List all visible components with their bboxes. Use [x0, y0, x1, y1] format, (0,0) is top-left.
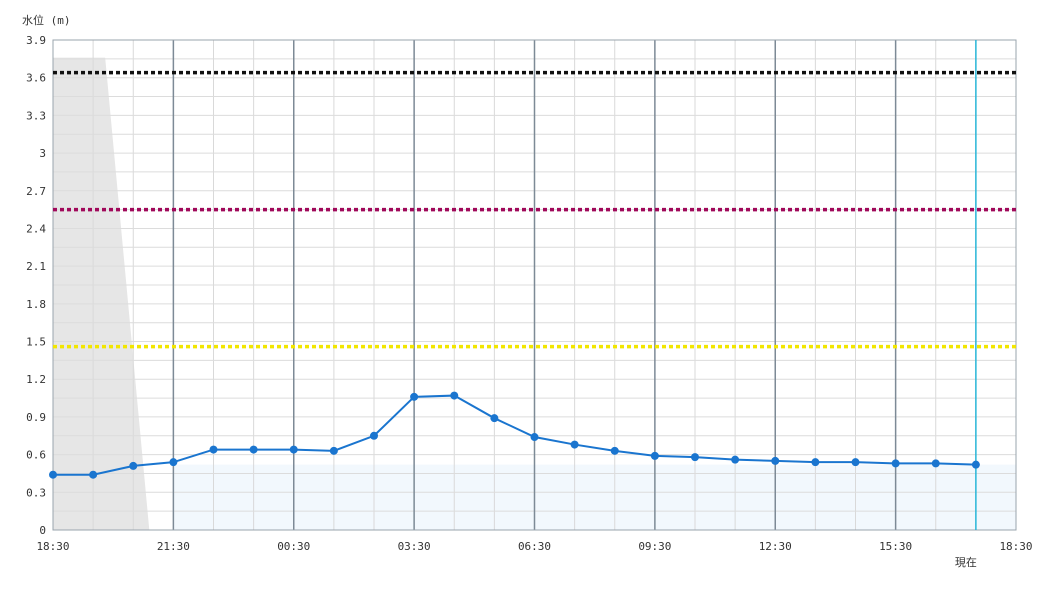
gray-band — [53, 57, 150, 530]
y-tick-label: 2.4 — [26, 222, 46, 235]
data-point — [289, 445, 298, 454]
x-tick-label: 06:30 — [518, 540, 551, 553]
y-tick-label: 2.7 — [26, 185, 46, 198]
data-point — [490, 414, 499, 423]
y-tick-label: 1.2 — [26, 373, 46, 386]
y-tick-label: 2.1 — [26, 260, 46, 273]
data-point — [169, 458, 178, 467]
data-point — [731, 455, 740, 464]
now-label: 現在 — [955, 556, 977, 569]
y-axis-label: 水位 (m) — [22, 13, 71, 27]
data-point — [249, 445, 258, 454]
y-tick-label: 0.6 — [26, 449, 46, 462]
data-point — [851, 458, 860, 467]
data-point — [891, 459, 900, 468]
normal-level-band — [173, 464, 1016, 530]
y-tick-label: 3.3 — [26, 109, 46, 122]
data-point — [811, 458, 820, 467]
data-point — [610, 446, 619, 455]
data-point — [771, 456, 780, 465]
y-tick-label: 0 — [39, 524, 46, 537]
x-tick-label: 18:30 — [999, 540, 1032, 553]
data-point — [49, 470, 57, 479]
series-line-0 — [53, 394, 976, 476]
x-tick-label: 00:30 — [277, 540, 310, 553]
y-tick-label: 3.6 — [26, 72, 46, 85]
plot-border — [52, 39, 1017, 531]
data-point — [370, 431, 378, 440]
x-tick-label: 12:30 — [759, 540, 792, 553]
data-point — [450, 391, 459, 400]
data-point — [931, 459, 940, 468]
y-tick-label: 3 — [39, 147, 46, 160]
data-point — [89, 470, 98, 479]
data-point — [530, 433, 539, 442]
data-point — [209, 445, 218, 454]
data-point — [329, 446, 338, 455]
x-tick-label: 09:30 — [638, 540, 671, 553]
data-point — [650, 451, 659, 460]
x-tick-label: 15:30 — [879, 540, 912, 553]
data-point — [410, 392, 419, 401]
y-tick-label: 1.8 — [26, 298, 46, 311]
data-point — [129, 461, 138, 470]
data-point — [691, 453, 699, 462]
x-tick-label: 03:30 — [398, 540, 431, 553]
data-point — [971, 460, 980, 469]
x-tick-label: 18:30 — [36, 540, 69, 553]
y-tick-label: 0.3 — [26, 486, 46, 499]
data-point — [570, 440, 579, 449]
y-tick-label: 3.9 — [26, 34, 46, 47]
y-tick-label: 1.5 — [26, 336, 46, 349]
x-tick-label: 21:30 — [157, 540, 190, 553]
y-tick-label: 0.9 — [26, 411, 46, 424]
